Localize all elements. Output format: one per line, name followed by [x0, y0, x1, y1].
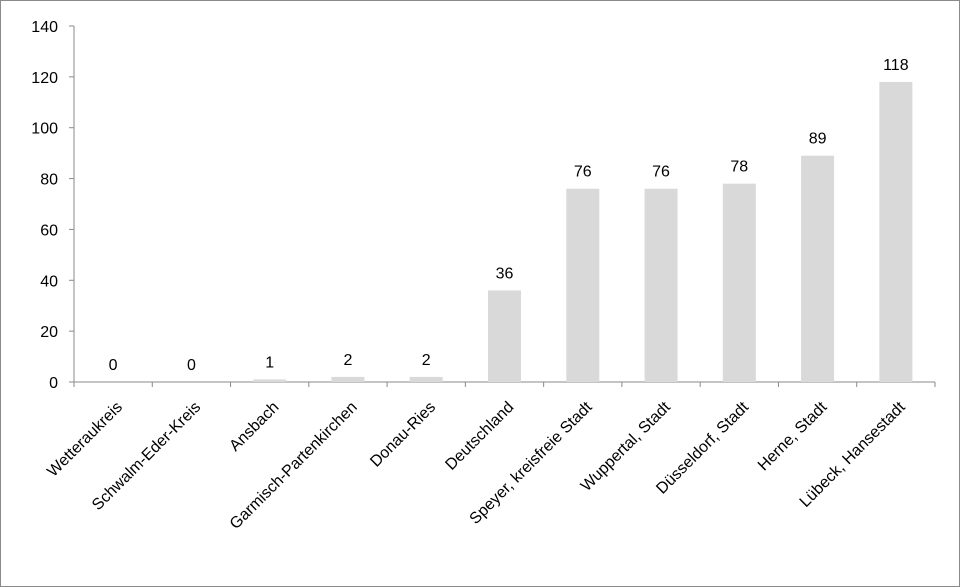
y-tick-label: 100 [31, 121, 58, 138]
bar [879, 81, 913, 382]
y-tick-label: 60 [40, 222, 58, 239]
bar [722, 183, 756, 382]
bar [644, 188, 678, 382]
y-tick-label: 80 [40, 172, 58, 189]
bar [331, 376, 365, 382]
data-label: 76 [574, 164, 592, 181]
data-label: 76 [652, 164, 670, 181]
y-tick-label: 20 [40, 324, 58, 341]
y-tick-label: 140 [31, 19, 58, 36]
y-tick-label: 40 [40, 273, 58, 290]
y-axis-ticks: 0 20 40 60 80 100 120 140 [31, 19, 74, 392]
data-label: 1 [265, 354, 274, 371]
x-category-label: Herne, Stadt [755, 398, 831, 474]
data-label: 0 [109, 357, 118, 374]
bars [253, 81, 913, 382]
data-label: 2 [422, 352, 431, 369]
bar [409, 376, 443, 382]
data-labels: 0 0 1 2 2 36 76 76 78 89 118 [109, 57, 909, 374]
data-label: 78 [730, 159, 748, 176]
data-label: 2 [344, 352, 353, 369]
data-label: 36 [496, 265, 514, 282]
bar [801, 155, 835, 382]
bar [488, 290, 521, 382]
x-category-label: Wetteraukreis [44, 399, 126, 481]
data-label: 0 [187, 357, 196, 374]
x-category-label: Garmisch-Partenkirchen [227, 399, 361, 533]
x-category-label: Donau-Ries [367, 399, 439, 471]
x-category-label: Ansbach [226, 399, 282, 455]
bar [253, 379, 287, 382]
data-label: 89 [809, 131, 827, 148]
bar [566, 188, 600, 382]
data-label: 118 [883, 57, 909, 74]
x-category-label: Deutschland [442, 399, 517, 474]
y-tick-label: 0 [49, 375, 58, 392]
y-tick-label: 120 [31, 70, 58, 87]
